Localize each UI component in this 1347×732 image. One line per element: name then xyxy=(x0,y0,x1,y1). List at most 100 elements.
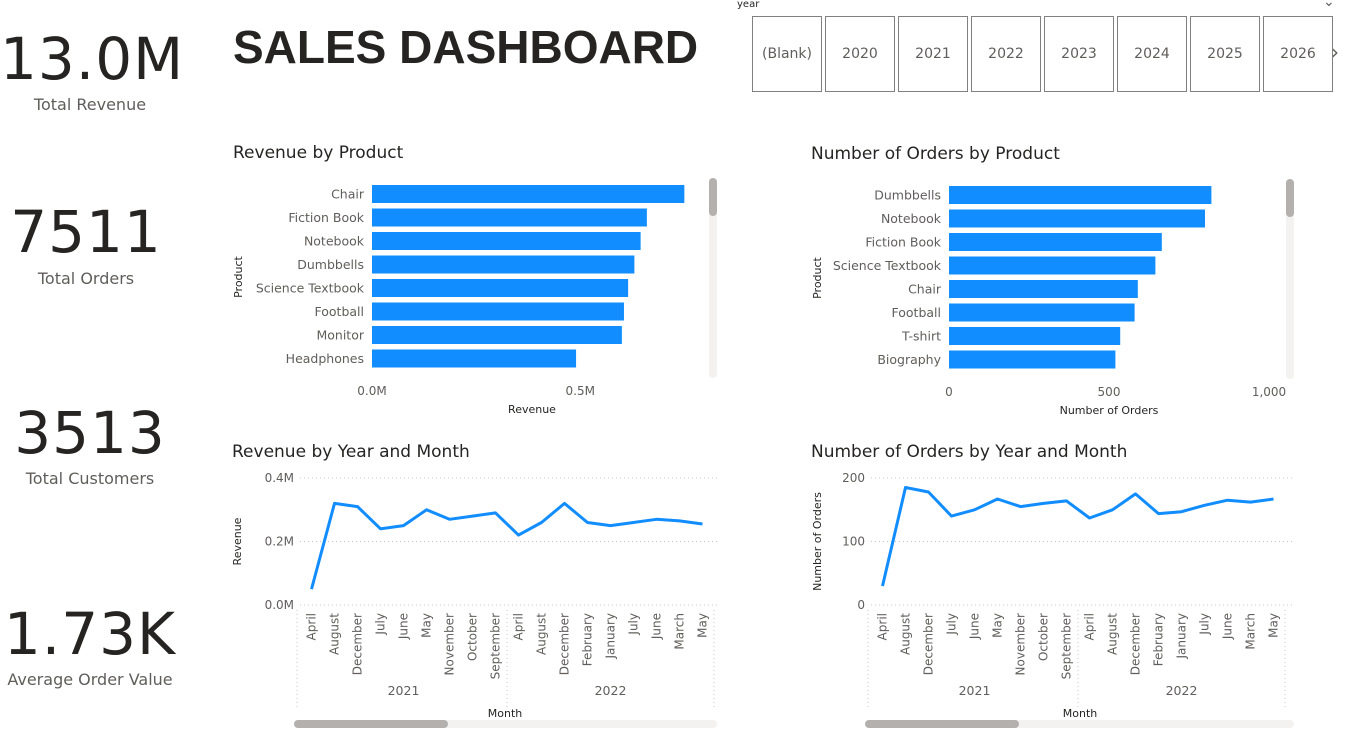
slicer-option[interactable]: 2025 xyxy=(1190,16,1260,92)
scrollbar-thumb xyxy=(865,720,1019,728)
x-tick-label: May xyxy=(1267,613,1281,638)
x-tick-label: September xyxy=(489,613,503,679)
x-tick-label: April xyxy=(305,613,319,640)
y-tick-label: 0.0M xyxy=(265,598,294,612)
bar xyxy=(372,255,635,274)
x-tick-label: September xyxy=(1060,613,1074,679)
category-label: T-shirt xyxy=(901,329,941,344)
chart-title-revenue-by-product: Revenue by Product xyxy=(233,143,404,163)
x-tick-label: 0.0M xyxy=(357,384,386,398)
kpi-total-customers-value: 3513 xyxy=(14,399,166,467)
bar xyxy=(949,209,1205,228)
category-label: Football xyxy=(892,305,941,320)
x-tick-label: 0.5M xyxy=(566,384,595,398)
chevron-right-icon[interactable]: › xyxy=(1331,40,1339,64)
bar xyxy=(949,256,1156,275)
x-axis-title: Number of Orders xyxy=(1060,404,1159,417)
bar xyxy=(372,279,629,297)
x-tick-label: December xyxy=(922,613,936,675)
y-axis-title: Revenue xyxy=(231,517,244,565)
bar xyxy=(949,350,1116,369)
y-tick-label: 200 xyxy=(842,471,865,485)
x-tick-label: July xyxy=(627,613,641,636)
x-tick-label: November xyxy=(443,613,457,675)
kpi-total-customers-label: Total Customers xyxy=(25,469,155,488)
category-label: Chair xyxy=(908,282,942,297)
y-axis-title: Product xyxy=(232,255,245,297)
x-axis-title: Month xyxy=(1063,707,1098,720)
y-tick-label: 100 xyxy=(842,535,865,549)
page-title: SALES DASHBOARD xyxy=(233,21,699,73)
y-tick-label: 0.2M xyxy=(265,535,294,549)
category-label: Science Textbook xyxy=(256,281,365,296)
category-label: Notebook xyxy=(304,234,365,249)
x-group-label: 2021 xyxy=(959,683,991,698)
slicer-option[interactable]: 2026 xyxy=(1263,16,1333,92)
x-tick-label: October xyxy=(466,613,480,661)
series-line xyxy=(310,501,703,590)
x-tick-label: May xyxy=(420,613,434,638)
x-tick-label: May xyxy=(991,613,1005,638)
x-tick-label: February xyxy=(1152,613,1166,666)
bar xyxy=(372,232,641,250)
slicer-option[interactable]: 2022 xyxy=(971,16,1041,92)
x-tick-label: March xyxy=(673,613,687,650)
category-label: Monitor xyxy=(316,328,364,343)
bar xyxy=(372,208,647,227)
category-label: Dumbbells xyxy=(297,257,364,272)
x-tick-label: July xyxy=(1198,613,1212,636)
x-tick-label: 0 xyxy=(945,385,953,399)
slicer-option[interactable]: 2021 xyxy=(898,16,968,92)
x-tick-label: December xyxy=(351,613,365,675)
x-tick-label: December xyxy=(1129,613,1143,675)
x-axis-title: Month xyxy=(488,707,523,720)
category-label: Biography xyxy=(877,352,941,367)
x-tick-label: August xyxy=(899,613,913,655)
x-tick-label: April xyxy=(1083,613,1097,640)
x-tick-label: April xyxy=(876,613,890,640)
y-axis-title: Number of Orders xyxy=(811,492,824,591)
bar xyxy=(949,303,1135,322)
category-label: Football xyxy=(315,304,364,319)
series-line xyxy=(881,486,1274,587)
bar xyxy=(372,302,624,321)
scrollbar-track xyxy=(709,178,717,378)
slicer-option[interactable]: (Blank) xyxy=(752,16,822,92)
category-label: Headphones xyxy=(286,351,364,366)
bar xyxy=(372,326,622,344)
x-tick-label: June xyxy=(1221,613,1235,640)
bar xyxy=(372,185,685,203)
slicer-label: year xyxy=(737,0,760,10)
category-label: Notebook xyxy=(881,211,942,226)
kpi-total-revenue-label: Total Revenue xyxy=(33,95,147,114)
year-slicer: (Blank) 2020 2021 2022 2023 2024 2025 20… xyxy=(752,16,1333,92)
slicer-option[interactable]: 2023 xyxy=(1044,16,1114,92)
x-tick-label: November xyxy=(1014,613,1028,675)
chart-title-revenue-by-month: Revenue by Year and Month xyxy=(232,442,470,462)
x-tick-label: June xyxy=(650,613,664,640)
chevron-down-icon[interactable]: ⌄ xyxy=(1323,0,1335,10)
x-tick-label: January xyxy=(1175,613,1189,660)
category-label: Science Textbook xyxy=(833,258,942,273)
x-axis-title: Revenue xyxy=(508,403,556,416)
x-tick-label: 1,000 xyxy=(1252,385,1286,399)
x-tick-label: April xyxy=(512,613,526,640)
x-tick-label: July xyxy=(945,613,959,636)
kpi-total-revenue-value: 13.0M xyxy=(0,25,185,93)
x-tick-label: January xyxy=(604,613,618,660)
slicer-option[interactable]: 2024 xyxy=(1117,16,1187,92)
category-label: Fiction Book xyxy=(288,210,364,225)
x-tick-label: February xyxy=(581,613,595,666)
x-tick-label: June xyxy=(968,613,982,640)
x-tick-label: July xyxy=(374,613,388,636)
bar xyxy=(372,349,577,368)
slicer-option[interactable]: 2020 xyxy=(825,16,895,92)
x-tick-label: August xyxy=(328,613,342,655)
x-tick-label: 500 xyxy=(1098,385,1121,399)
kpi-total-orders-label: Total Orders xyxy=(37,269,135,288)
bar xyxy=(949,186,1212,204)
y-axis-title: Product xyxy=(811,256,824,298)
x-group-label: 2022 xyxy=(595,683,627,698)
bar xyxy=(949,280,1138,298)
